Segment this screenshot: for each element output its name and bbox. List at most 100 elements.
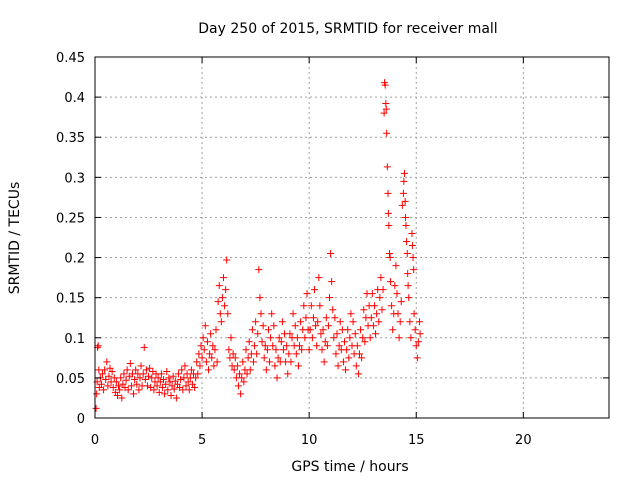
data-point bbox=[220, 274, 227, 282]
data-point bbox=[205, 366, 213, 374]
data-point bbox=[367, 314, 375, 322]
data-point bbox=[323, 342, 331, 350]
data-point bbox=[391, 282, 399, 290]
data-point bbox=[303, 290, 311, 298]
data-point bbox=[180, 374, 188, 382]
data-point bbox=[93, 390, 101, 398]
data-point bbox=[172, 394, 180, 402]
data-point bbox=[307, 302, 315, 310]
data-point bbox=[262, 366, 270, 374]
data-point bbox=[314, 318, 322, 326]
data-point bbox=[406, 318, 414, 326]
data-point bbox=[203, 338, 211, 346]
data-point bbox=[341, 338, 349, 346]
data-point bbox=[378, 306, 386, 314]
data-point bbox=[415, 318, 423, 326]
data-point bbox=[268, 310, 276, 318]
data-point bbox=[355, 350, 363, 358]
data-point bbox=[116, 386, 124, 394]
y-tick-label: 0.05 bbox=[56, 372, 85, 387]
data-point bbox=[373, 310, 381, 318]
data-point bbox=[249, 358, 257, 366]
data-point bbox=[206, 350, 214, 358]
data-point bbox=[260, 354, 268, 362]
data-point bbox=[398, 201, 406, 209]
data-point bbox=[201, 322, 209, 330]
data-point bbox=[397, 298, 405, 306]
data-point bbox=[104, 382, 112, 390]
data-point bbox=[376, 294, 384, 302]
data-point bbox=[298, 346, 306, 354]
x-tick-label: 5 bbox=[198, 433, 206, 448]
axis-ticks bbox=[94, 56, 609, 419]
grid bbox=[95, 57, 609, 418]
data-point bbox=[400, 177, 408, 185]
data-point bbox=[146, 364, 154, 372]
data-point bbox=[279, 346, 287, 354]
data-point bbox=[122, 376, 130, 384]
data-point bbox=[137, 362, 145, 370]
x-tick-label: 0 bbox=[91, 433, 99, 448]
data-point bbox=[213, 358, 221, 366]
y-tick-label: 0.15 bbox=[56, 292, 85, 307]
data-point bbox=[346, 334, 354, 342]
data-point bbox=[245, 338, 253, 346]
y-tick-label: 0.3 bbox=[64, 171, 85, 186]
data-point bbox=[162, 380, 170, 388]
data-point bbox=[347, 310, 355, 318]
data-point bbox=[386, 254, 394, 262]
data-point bbox=[396, 318, 404, 326]
data-point bbox=[267, 334, 275, 342]
data-point bbox=[212, 326, 220, 334]
data-point bbox=[252, 318, 260, 326]
data-point bbox=[395, 334, 403, 342]
data-point bbox=[207, 330, 215, 338]
data-point bbox=[211, 346, 219, 354]
data-point bbox=[112, 378, 120, 386]
data-point bbox=[301, 334, 309, 342]
data-point bbox=[218, 294, 226, 302]
data-point bbox=[214, 298, 222, 306]
data-point bbox=[175, 370, 183, 378]
data-point bbox=[131, 375, 139, 383]
data-point bbox=[284, 370, 292, 378]
data-point bbox=[334, 362, 342, 370]
y-tick-label: 0.1 bbox=[64, 332, 85, 347]
y-tick-label: 0.25 bbox=[56, 211, 85, 226]
data-point bbox=[369, 322, 377, 330]
data-point bbox=[387, 278, 395, 286]
data-point bbox=[342, 366, 350, 374]
data-point bbox=[413, 354, 421, 362]
data-point bbox=[130, 390, 138, 398]
data-point bbox=[225, 346, 233, 354]
data-point bbox=[394, 310, 402, 318]
data-point bbox=[305, 346, 313, 354]
data-point bbox=[352, 362, 360, 370]
data-point bbox=[366, 334, 374, 342]
data-point bbox=[403, 250, 411, 258]
data-point bbox=[333, 330, 341, 338]
data-point bbox=[185, 386, 193, 394]
data-point bbox=[381, 81, 389, 89]
data-point bbox=[269, 342, 277, 350]
data-point bbox=[192, 374, 200, 382]
data-point bbox=[379, 286, 387, 294]
data-point bbox=[343, 346, 351, 354]
data-point bbox=[361, 338, 369, 346]
data-point bbox=[411, 326, 419, 334]
data-point bbox=[287, 358, 295, 366]
data-point bbox=[375, 318, 383, 326]
data-point bbox=[246, 366, 254, 374]
data-point bbox=[344, 326, 352, 334]
plot-frame bbox=[94, 56, 610, 419]
data-point bbox=[408, 242, 416, 250]
y-tick-label: 0.35 bbox=[56, 131, 85, 146]
data-point bbox=[248, 326, 256, 334]
data-point bbox=[335, 342, 343, 350]
data-point bbox=[402, 213, 410, 221]
data-point bbox=[329, 306, 337, 314]
data-point bbox=[266, 358, 274, 366]
y-tick-label: 0.45 bbox=[56, 51, 85, 66]
data-point bbox=[155, 388, 163, 396]
data-point bbox=[359, 334, 367, 342]
